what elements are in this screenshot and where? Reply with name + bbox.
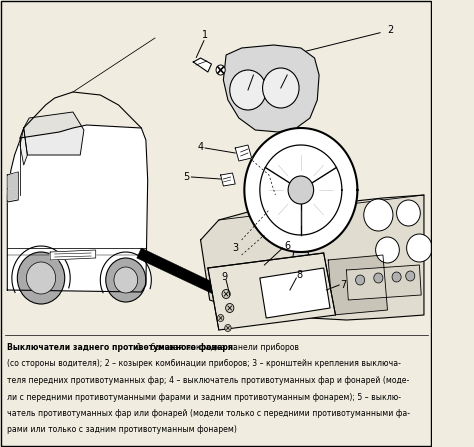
Polygon shape [137, 248, 219, 295]
Circle shape [356, 275, 365, 285]
Circle shape [114, 267, 137, 293]
Text: 4: 4 [198, 142, 204, 152]
Circle shape [407, 234, 432, 262]
Text: теля передних противотуманных фар; 4 – выключатель противотуманных фар и фонарей: теля передних противотуманных фар; 4 – в… [7, 376, 410, 385]
Polygon shape [12, 246, 70, 292]
Text: (со стороны водителя); 2 – козырек комбинации приборов; 3 – кронштейн крепления : (со стороны водителя); 2 – козырек комби… [7, 359, 401, 368]
Polygon shape [290, 252, 312, 282]
Polygon shape [208, 253, 336, 330]
Text: 9: 9 [221, 272, 228, 282]
Polygon shape [100, 252, 151, 293]
Text: 8: 8 [296, 270, 302, 280]
Text: ли с передними противотуманными фарами и задним противотуманным фонарем); 5 – вы: ли с передними противотуманными фарами и… [7, 392, 401, 401]
Text: 7: 7 [341, 280, 347, 290]
Circle shape [230, 70, 266, 110]
Polygon shape [235, 145, 252, 161]
Text: рами или только с задним противотуманным фонарем): рами или только с задним противотуманным… [7, 426, 237, 434]
Polygon shape [201, 195, 424, 320]
Text: 1: 1 [202, 30, 208, 40]
Circle shape [392, 272, 401, 282]
Polygon shape [215, 280, 232, 305]
Circle shape [406, 271, 415, 281]
Polygon shape [7, 125, 148, 292]
Text: 3: 3 [232, 243, 238, 253]
Circle shape [222, 290, 230, 299]
Circle shape [263, 68, 299, 108]
Polygon shape [245, 128, 357, 252]
Polygon shape [8, 173, 18, 188]
Polygon shape [24, 112, 84, 155]
Text: 5: 5 [183, 172, 189, 182]
Circle shape [226, 304, 234, 312]
Circle shape [364, 199, 393, 231]
Circle shape [288, 176, 314, 204]
Polygon shape [346, 265, 421, 300]
Circle shape [18, 252, 65, 304]
Text: 1 – боковая накладка панели приборов: 1 – боковая накладка панели приборов [134, 343, 299, 352]
Circle shape [374, 273, 383, 283]
Polygon shape [193, 58, 211, 72]
Circle shape [216, 65, 225, 75]
Text: 6: 6 [284, 241, 290, 251]
Text: 2: 2 [387, 25, 393, 35]
Text: чатель противотуманных фар или фонарей (модели только с передними противотуманны: чатель противотуманных фар или фонарей (… [7, 409, 410, 418]
Circle shape [106, 258, 146, 302]
Circle shape [397, 200, 420, 226]
Circle shape [27, 262, 55, 294]
Polygon shape [50, 250, 96, 260]
Text: Выключатели заднего противотуманного фонаря:: Выключатели заднего противотуманного фон… [7, 343, 237, 352]
Polygon shape [7, 172, 18, 202]
Circle shape [375, 237, 399, 263]
Polygon shape [220, 173, 235, 186]
Polygon shape [20, 128, 27, 165]
Circle shape [225, 325, 231, 332]
Polygon shape [8, 188, 18, 200]
Polygon shape [260, 268, 330, 318]
Circle shape [218, 315, 224, 321]
Polygon shape [328, 255, 387, 315]
Polygon shape [223, 45, 319, 132]
